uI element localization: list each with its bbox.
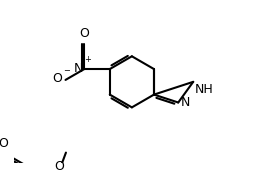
Text: −: − <box>63 66 69 75</box>
Text: O: O <box>79 27 89 40</box>
Text: O: O <box>0 137 8 150</box>
Text: NH: NH <box>195 83 214 96</box>
Text: N: N <box>74 62 83 75</box>
Text: N: N <box>181 96 190 109</box>
Text: +: + <box>84 55 91 64</box>
Text: O: O <box>54 160 64 172</box>
Text: O: O <box>52 72 62 85</box>
